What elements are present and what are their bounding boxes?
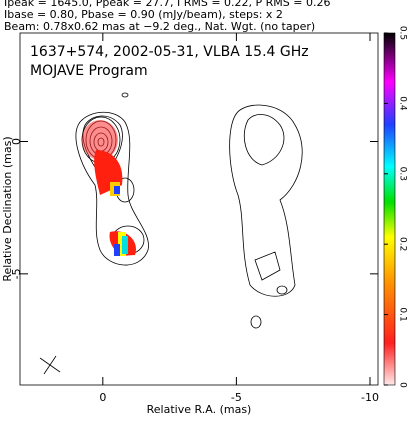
header-line: Ibase = 0.80, Pbase = 0.90 (mJy/beam), s…	[4, 8, 283, 21]
colorbar-tick-label: 0.1	[398, 307, 408, 321]
y-axis-label: Relative Declination (mas)	[1, 136, 14, 281]
colorbar-tick-label: 0	[398, 382, 408, 388]
y-tick-label: -5	[10, 268, 23, 279]
x-tick-label: 0	[99, 391, 106, 404]
colorbar-tick-label: 0.2	[398, 237, 408, 251]
y-tick-label: 0	[10, 138, 23, 145]
plot-title: 1637+574, 2002-05-31, VLBA 15.4 GHz	[30, 44, 309, 60]
colorbar-tick-label: 0.5	[398, 26, 408, 40]
x-tick-label: -5	[231, 391, 242, 404]
x-tick-label: -10	[361, 391, 379, 404]
x-axis-label: Relative R.A. (mas)	[147, 403, 252, 416]
colorbar-tick-label: 0.3	[398, 167, 408, 181]
plot-frame	[19, 32, 379, 386]
right-contours	[121, 92, 303, 329]
colorbar-tick-label: 0.4	[398, 96, 408, 111]
plot-subtitle: MOJAVE Program	[30, 63, 148, 79]
colorbar	[383, 32, 396, 386]
image	[75, 92, 303, 329]
header-line: Ipeak = 1645.0, Ppeak = 27.7, I RMS = 0.…	[4, 0, 331, 9]
header-line: Beam: 0.78x0.62 mas at −9.2 deg., Nat. W…	[4, 20, 315, 33]
polarization	[82, 120, 136, 256]
